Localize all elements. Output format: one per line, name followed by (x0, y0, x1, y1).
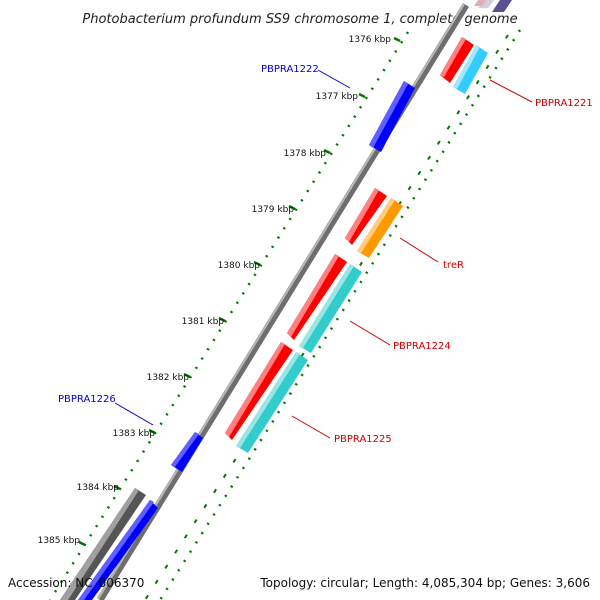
inner-dotted-guide (158, 29, 522, 600)
top-partial-pink-feature (474, 0, 486, 6)
outer-dotted-guide (48, 31, 410, 600)
gene-pbpra1221[interactable] (440, 37, 488, 94)
gene-pbpra1224[interactable] (287, 254, 362, 353)
tick-label-1378: 1378 kbp (284, 149, 327, 159)
label-trer[interactable]: treR (443, 260, 464, 271)
bottom-gray-feature (60, 488, 146, 600)
label-pbpra1221[interactable]: PBPRA1221 (535, 98, 593, 109)
gene-trer[interactable] (345, 188, 403, 258)
tick-marks (78, 36, 401, 547)
tick-label-1379: 1379 kbp (252, 205, 295, 215)
label-pbpra1224[interactable]: PBPRA1224 (393, 341, 451, 352)
inner-dashed-row (144, 34, 509, 600)
tick-labels: 1376 kbp 1377 kbp 1378 kbp 1379 kbp 1380… (38, 35, 392, 546)
gene-pbpra1222[interactable] (369, 81, 415, 152)
tick-label-1376: 1376 kbp (349, 35, 392, 45)
tick-label-1382: 1382 kbp (147, 373, 190, 383)
label-pbpra1226[interactable]: PBPRA1226 (58, 394, 116, 405)
accession-text: Accession: NC_006370 (8, 576, 144, 590)
tick-label-1381: 1381 kbp (182, 317, 225, 327)
gene-pbpra1225[interactable] (225, 342, 308, 453)
tick-label-1380: 1380 kbp (218, 261, 261, 271)
tick-label-1377: 1377 kbp (316, 92, 359, 102)
tick-label-1385: 1385 kbp (38, 536, 81, 546)
bottom-blue-feature (78, 500, 158, 600)
topology-text: Topology: circular; Length: 4,085,304 bp… (259, 576, 590, 590)
top-partial-navy-feature (492, 0, 512, 12)
gene-pbpra1226[interactable] (171, 432, 203, 472)
map-title: Photobacterium profundum SS9 chromosome … (82, 12, 517, 27)
tick-label-1383: 1383 kbp (113, 429, 156, 439)
label-pbpra1222[interactable]: PBPRA1222 (261, 64, 319, 75)
label-leader-lines (114, 69, 533, 439)
label-pbpra1225[interactable]: PBPRA1225 (334, 434, 392, 445)
tick-label-1384: 1384 kbp (77, 483, 120, 493)
